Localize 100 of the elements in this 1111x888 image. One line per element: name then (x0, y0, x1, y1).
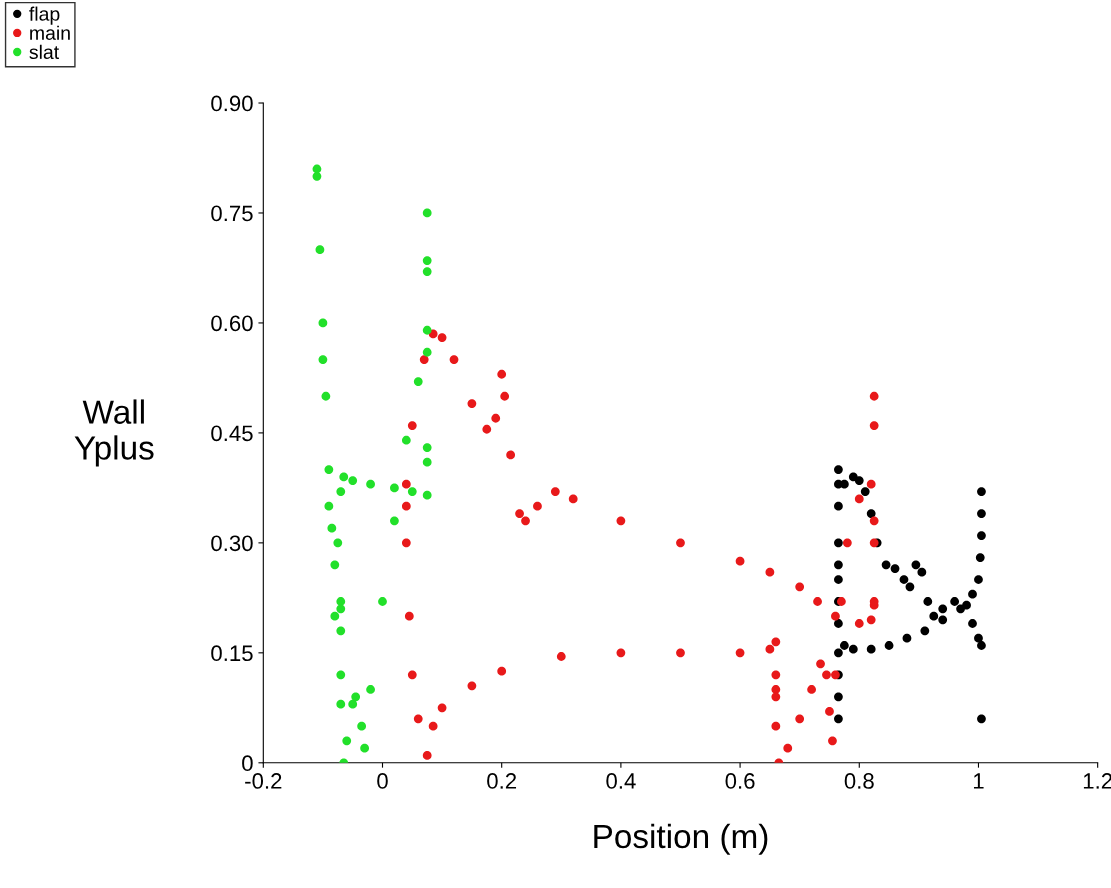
point (977, 487, 986, 496)
point (834, 619, 843, 628)
point (866, 509, 876, 518)
legend-label: main (30, 25, 70, 40)
x-tick-label: 1 (973, 773, 984, 789)
point (339, 472, 349, 482)
point (336, 626, 346, 636)
point (834, 560, 843, 570)
point (848, 644, 858, 654)
y-tick-label: 0.30 (211, 535, 253, 552)
point (390, 483, 399, 493)
point (977, 509, 986, 518)
point (422, 267, 432, 277)
point (327, 523, 337, 533)
point (407, 487, 417, 496)
point (929, 611, 939, 621)
point (357, 721, 367, 731)
point (974, 633, 983, 643)
y-tick-label: 0.75 (211, 205, 253, 222)
point (890, 564, 900, 573)
y-axis-title: Wall Yplus (74, 399, 154, 467)
point (938, 604, 948, 614)
point (366, 479, 375, 489)
legend-label: flap (29, 6, 60, 25)
point (938, 615, 948, 625)
x-tick-label: 0.4 (606, 773, 636, 789)
point (923, 597, 933, 606)
point (917, 567, 927, 577)
x-tick-label: 0.2 (487, 773, 517, 789)
point (977, 641, 986, 650)
point (834, 501, 843, 511)
point (422, 325, 432, 335)
point (348, 699, 358, 709)
point (977, 531, 986, 540)
point (866, 644, 876, 654)
point (324, 465, 334, 474)
point (336, 487, 346, 496)
point (401, 435, 411, 445)
point (977, 714, 986, 724)
y-tick-label: 0.90 (211, 95, 253, 112)
point (956, 604, 965, 614)
point (911, 560, 921, 570)
point (834, 575, 843, 584)
point (422, 457, 432, 467)
y-tick-label: 0.60 (211, 315, 253, 332)
point (318, 355, 328, 364)
point (422, 347, 432, 357)
point (834, 714, 843, 724)
point (390, 516, 399, 526)
point (920, 626, 930, 636)
point (324, 501, 334, 511)
point (336, 670, 346, 680)
point (834, 692, 843, 702)
x-tick-label: 1.2 (1083, 773, 1111, 789)
point (336, 604, 346, 614)
point (330, 611, 340, 621)
point (422, 208, 432, 218)
point (366, 685, 375, 694)
x-tick-label: 0 (377, 773, 388, 789)
x-tick-label: -0.2 (245, 773, 282, 789)
point (839, 641, 849, 650)
y-tick-label: 0.15 (211, 645, 253, 662)
point (950, 597, 960, 606)
point (422, 256, 432, 266)
point (968, 619, 977, 628)
x-axis-title: Position (m) (594, 823, 768, 855)
point (312, 171, 322, 181)
point (975, 553, 985, 562)
point (834, 648, 843, 658)
point (905, 582, 915, 592)
point (360, 743, 370, 753)
point (899, 575, 909, 584)
point (348, 476, 358, 485)
x-tick-label: 0.6 (725, 773, 755, 789)
point (854, 476, 864, 485)
point (321, 391, 331, 401)
point (968, 589, 977, 599)
point (378, 597, 387, 606)
point (315, 245, 325, 255)
point (902, 633, 912, 643)
point (974, 575, 983, 584)
point (336, 597, 346, 606)
point (422, 490, 432, 500)
point (422, 443, 432, 452)
point (336, 699, 346, 709)
point (351, 692, 361, 702)
x-tick-label: 0.8 (844, 773, 874, 789)
legend-label: slat (29, 44, 59, 60)
point (333, 538, 343, 548)
y-tick-label: 0 (242, 755, 253, 772)
point (330, 560, 340, 570)
point (884, 641, 894, 650)
point (318, 318, 328, 328)
point (413, 377, 423, 386)
point (342, 736, 352, 746)
point (881, 560, 891, 570)
point (860, 487, 870, 496)
point (834, 538, 843, 548)
point (834, 465, 843, 474)
y-tick-label: 0.45 (211, 425, 253, 442)
